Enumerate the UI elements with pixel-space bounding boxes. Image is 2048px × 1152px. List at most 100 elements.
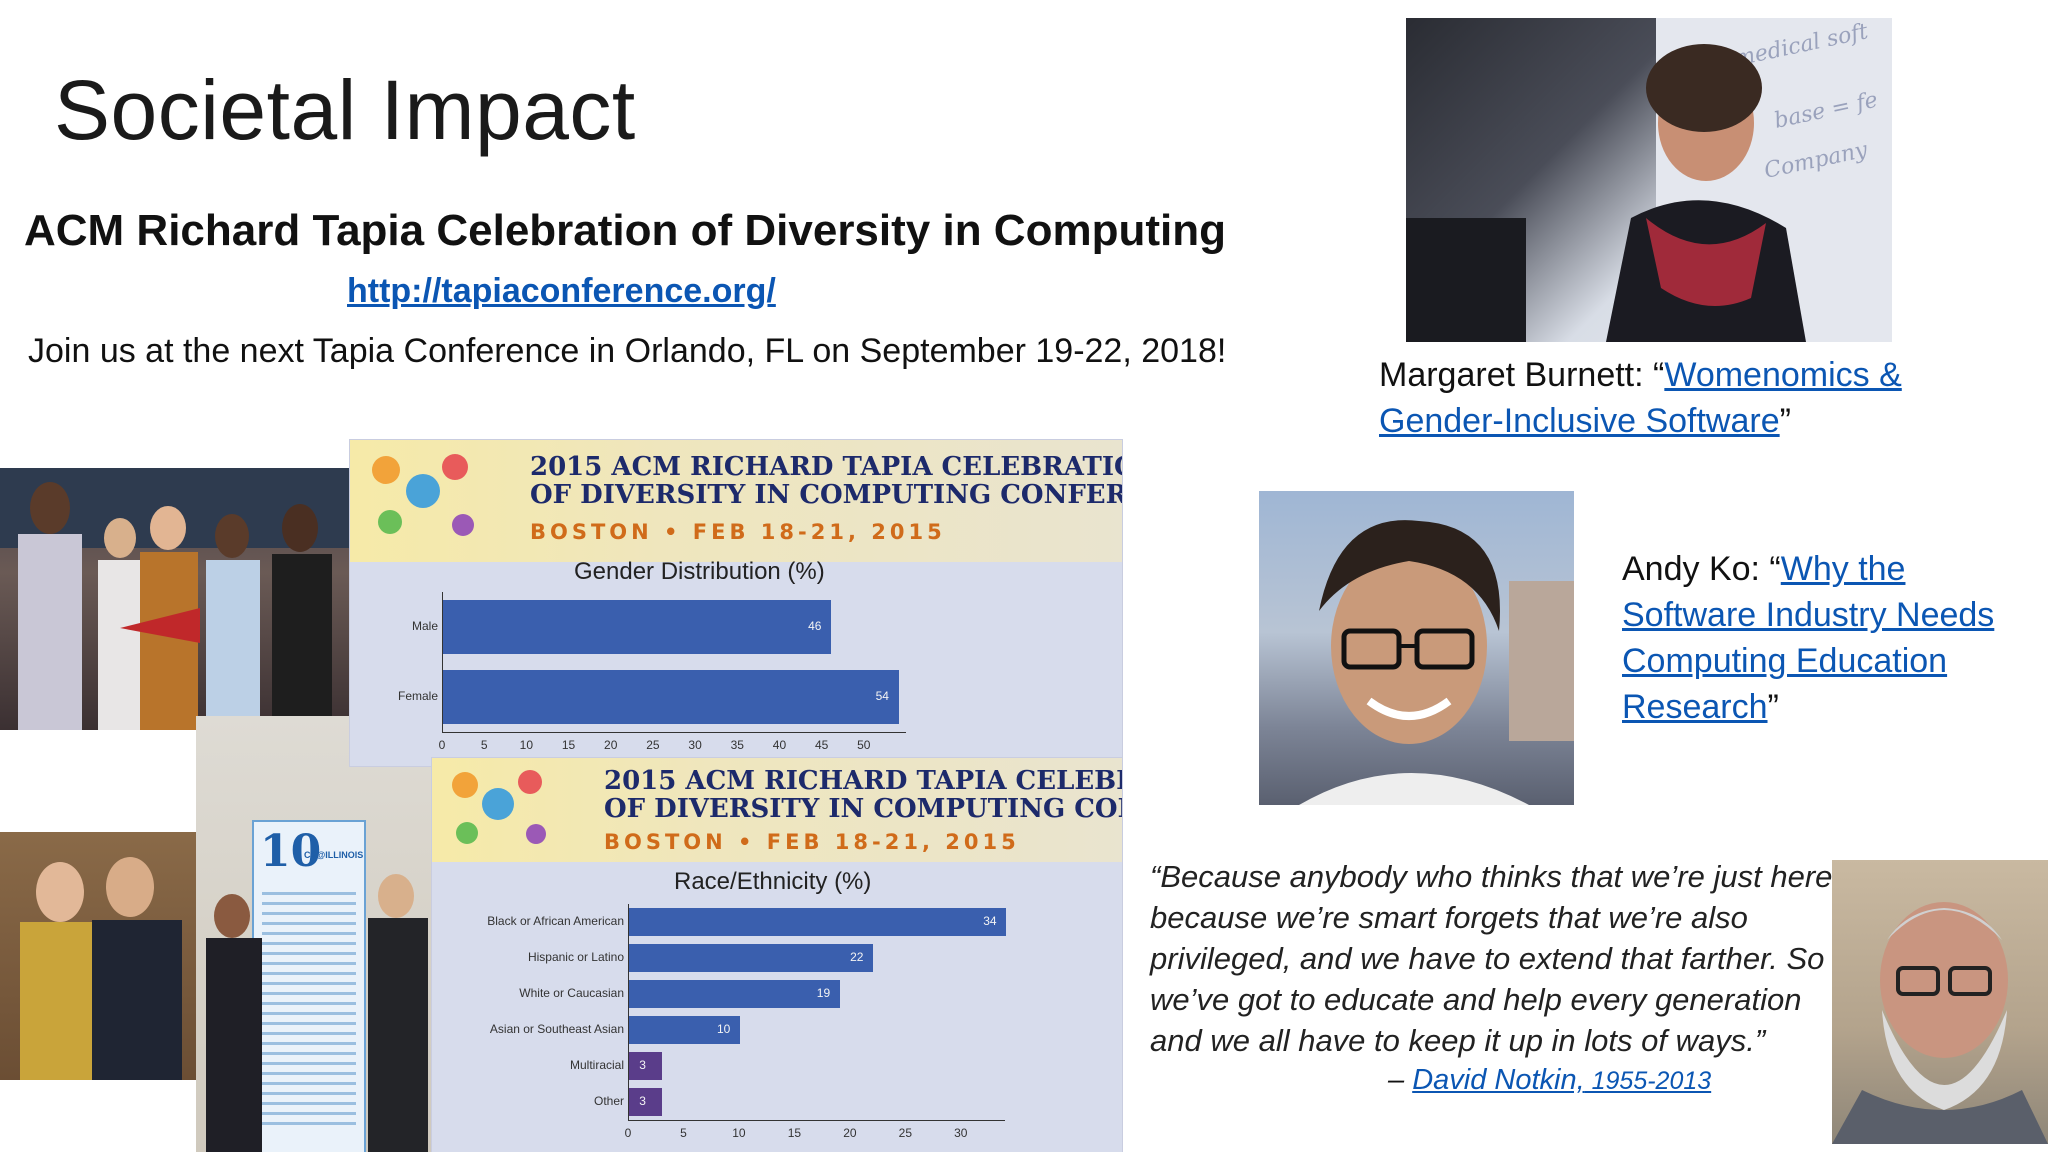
tapia-banner-photo: 10 CS@ILLINOIS [196,716,436,1152]
group-illustration [20,857,182,1080]
author-years: 1955-2013 [1584,1067,1712,1095]
bar-white-or-caucasian [629,979,840,1009]
bar-value-label: 3 [639,1094,646,1108]
womenomics-talk-link[interactable]: Womenomics & Gender-Inclusive Software [1379,356,1902,440]
poster-title-line2: OF DIVERSITY IN COMPUTING CONFERENCE [604,794,1122,824]
x-tick-label: 5 [480,738,488,752]
poster-title-line2: OF DIVERSITY IN COMPUTING CONFERENCE [530,480,1122,510]
x-tick-label: 5 [680,1126,687,1140]
category-label: White or Caucasian [519,986,624,1000]
ko-caption: Andy Ko: “Why the Software Industry Need… [1622,546,2022,730]
x-tick-label: 0 [624,1126,632,1140]
x-axis-line [628,1120,1006,1121]
y-axis-line [628,904,629,1120]
bar-multiracial [629,1051,663,1081]
bar-value-label: 3 [639,1058,646,1072]
circle-icon [378,510,402,534]
y-axis-line [442,592,443,732]
race-chart-title: Race/Ethnicity (%) [674,868,872,895]
poster-banner: 2015 ACM RICHARD TAPIA CELEBRATION OF DI… [350,440,1122,562]
burnett-name: Margaret Burnett: “ [1379,356,1665,394]
join-announcement: Join us at the next Tapia Conference in … [28,332,1227,370]
bar-value-label: 10 [716,1022,731,1036]
x-tick-label: 50 [857,738,871,752]
poster-location-date: BOSTON • FEB 18-21, 2015 [604,830,1020,854]
x-tick-label: 35 [730,738,744,752]
category-label: Female [397,689,438,703]
bar-value-label: 22 [850,950,864,964]
quote-attribution: – David Notkin, 1955-2013 [1388,1064,1711,1097]
banner-label: CS@ILLINOIS [304,850,364,860]
x-tick-label: 15 [787,1126,802,1140]
poster-title-line1: 2015 ACM RICHARD TAPIA CELEBRATION [604,766,1122,796]
circle-icon [526,824,546,844]
x-tick-label: 20 [843,1126,857,1140]
slide-subtitle: ACM Richard Tapia Celebration of Diversi… [24,206,1226,255]
category-label: Asian or Southeast Asian [489,1022,624,1036]
bar-value-label: 19 [816,986,831,1000]
x-tick-label: 10 [519,738,534,752]
circle-icon [518,770,542,794]
x-tick-label: 25 [646,738,660,752]
ko-name: Andy Ko: “ [1622,550,1781,588]
circle-icon [452,514,474,536]
gender-chart-poster: 2015 ACM RICHARD TAPIA CELEBRATION OF DI… [350,440,1122,766]
ko-close-quote: ” [1767,688,1779,726]
circle-icon [482,788,514,820]
banner-number: 10 [260,826,322,877]
x-tick-label: 25 [898,1126,913,1140]
poster-title-line1: 2015 ACM RICHARD TAPIA CELEBRATION [530,452,1122,482]
x-tick-label: 15 [561,738,576,752]
category-label: Other [593,1094,624,1108]
burnett-close-quote: ” [1779,402,1791,440]
burnett-caption: Margaret Burnett: “Womenomics & Gender-I… [1379,352,1969,444]
x-tick-label: 30 [688,738,702,752]
x-tick-label: 45 [814,738,829,752]
people-illustration [206,874,428,1152]
bar-value-label: 34 [983,914,997,928]
attribution-dash: – [1388,1064,1413,1096]
bar-value-label: 54 [875,689,889,703]
tapia-conference-link[interactable]: http://tapiaconference.org/ [347,272,776,310]
circle-icon [442,454,468,480]
gender-chart-title: Gender Distribution (%) [574,558,825,585]
x-tick-label: 10 [732,1126,746,1140]
software-industry-talk-link[interactable]: Why the Software Industry Needs Computin… [1622,550,1995,726]
notkin-quote: “Because anybody who thinks that we’re j… [1150,859,1833,1058]
bar-female [443,669,899,725]
category-label: Hispanic or Latino [527,950,624,964]
cs-illinois-banner: 10 CS@ILLINOIS [252,820,366,1152]
circle-icon [406,474,440,508]
andy-ko-photo [1259,491,1574,805]
x-axis-line [442,732,906,733]
poster-location-date: BOSTON • FEB 18-21, 2015 [530,520,946,544]
slide-title: Societal Impact [54,63,636,157]
bar-male [443,599,832,655]
david-notkin-photo [1832,860,2048,1144]
category-label: Male [411,619,438,633]
margaret-burnett-photo: medical soft base = fe Company [1406,18,1892,342]
x-tick-label: 40 [772,738,787,752]
portrait-illustration [1299,520,1574,805]
circle-icon [372,456,400,484]
david-notkin-link[interactable]: David Notkin, 1955-2013 [1412,1064,1711,1096]
bar-other [629,1087,663,1117]
tapia-group-photo-2 [0,832,200,1080]
bar-asian-or-southeast-asian [629,1015,740,1045]
bar-value-label: 46 [808,619,822,633]
portrait-illustration [1832,902,2048,1144]
x-tick-label: 0 [438,738,446,752]
bar-hispanic-or-latino [629,943,874,973]
category-label: Black or African American [487,914,624,928]
poster-banner: 2015 ACM RICHARD TAPIA CELEBRATION OF DI… [432,758,1122,862]
circle-icon [452,772,478,798]
tapia-group-photo-1 [0,468,350,730]
portrait-illustration: medical soft base = fe Company [1406,18,1892,342]
author-name: David Notkin, [1412,1064,1585,1096]
group-illustration [0,468,350,730]
x-tick-label: 20 [604,738,618,752]
bar-black-or-african-american [629,907,1007,937]
circle-icon [456,822,478,844]
race-chart-poster: 2015 ACM RICHARD TAPIA CELEBRATION OF DI… [432,758,1122,1152]
x-tick-label: 30 [954,1126,968,1140]
